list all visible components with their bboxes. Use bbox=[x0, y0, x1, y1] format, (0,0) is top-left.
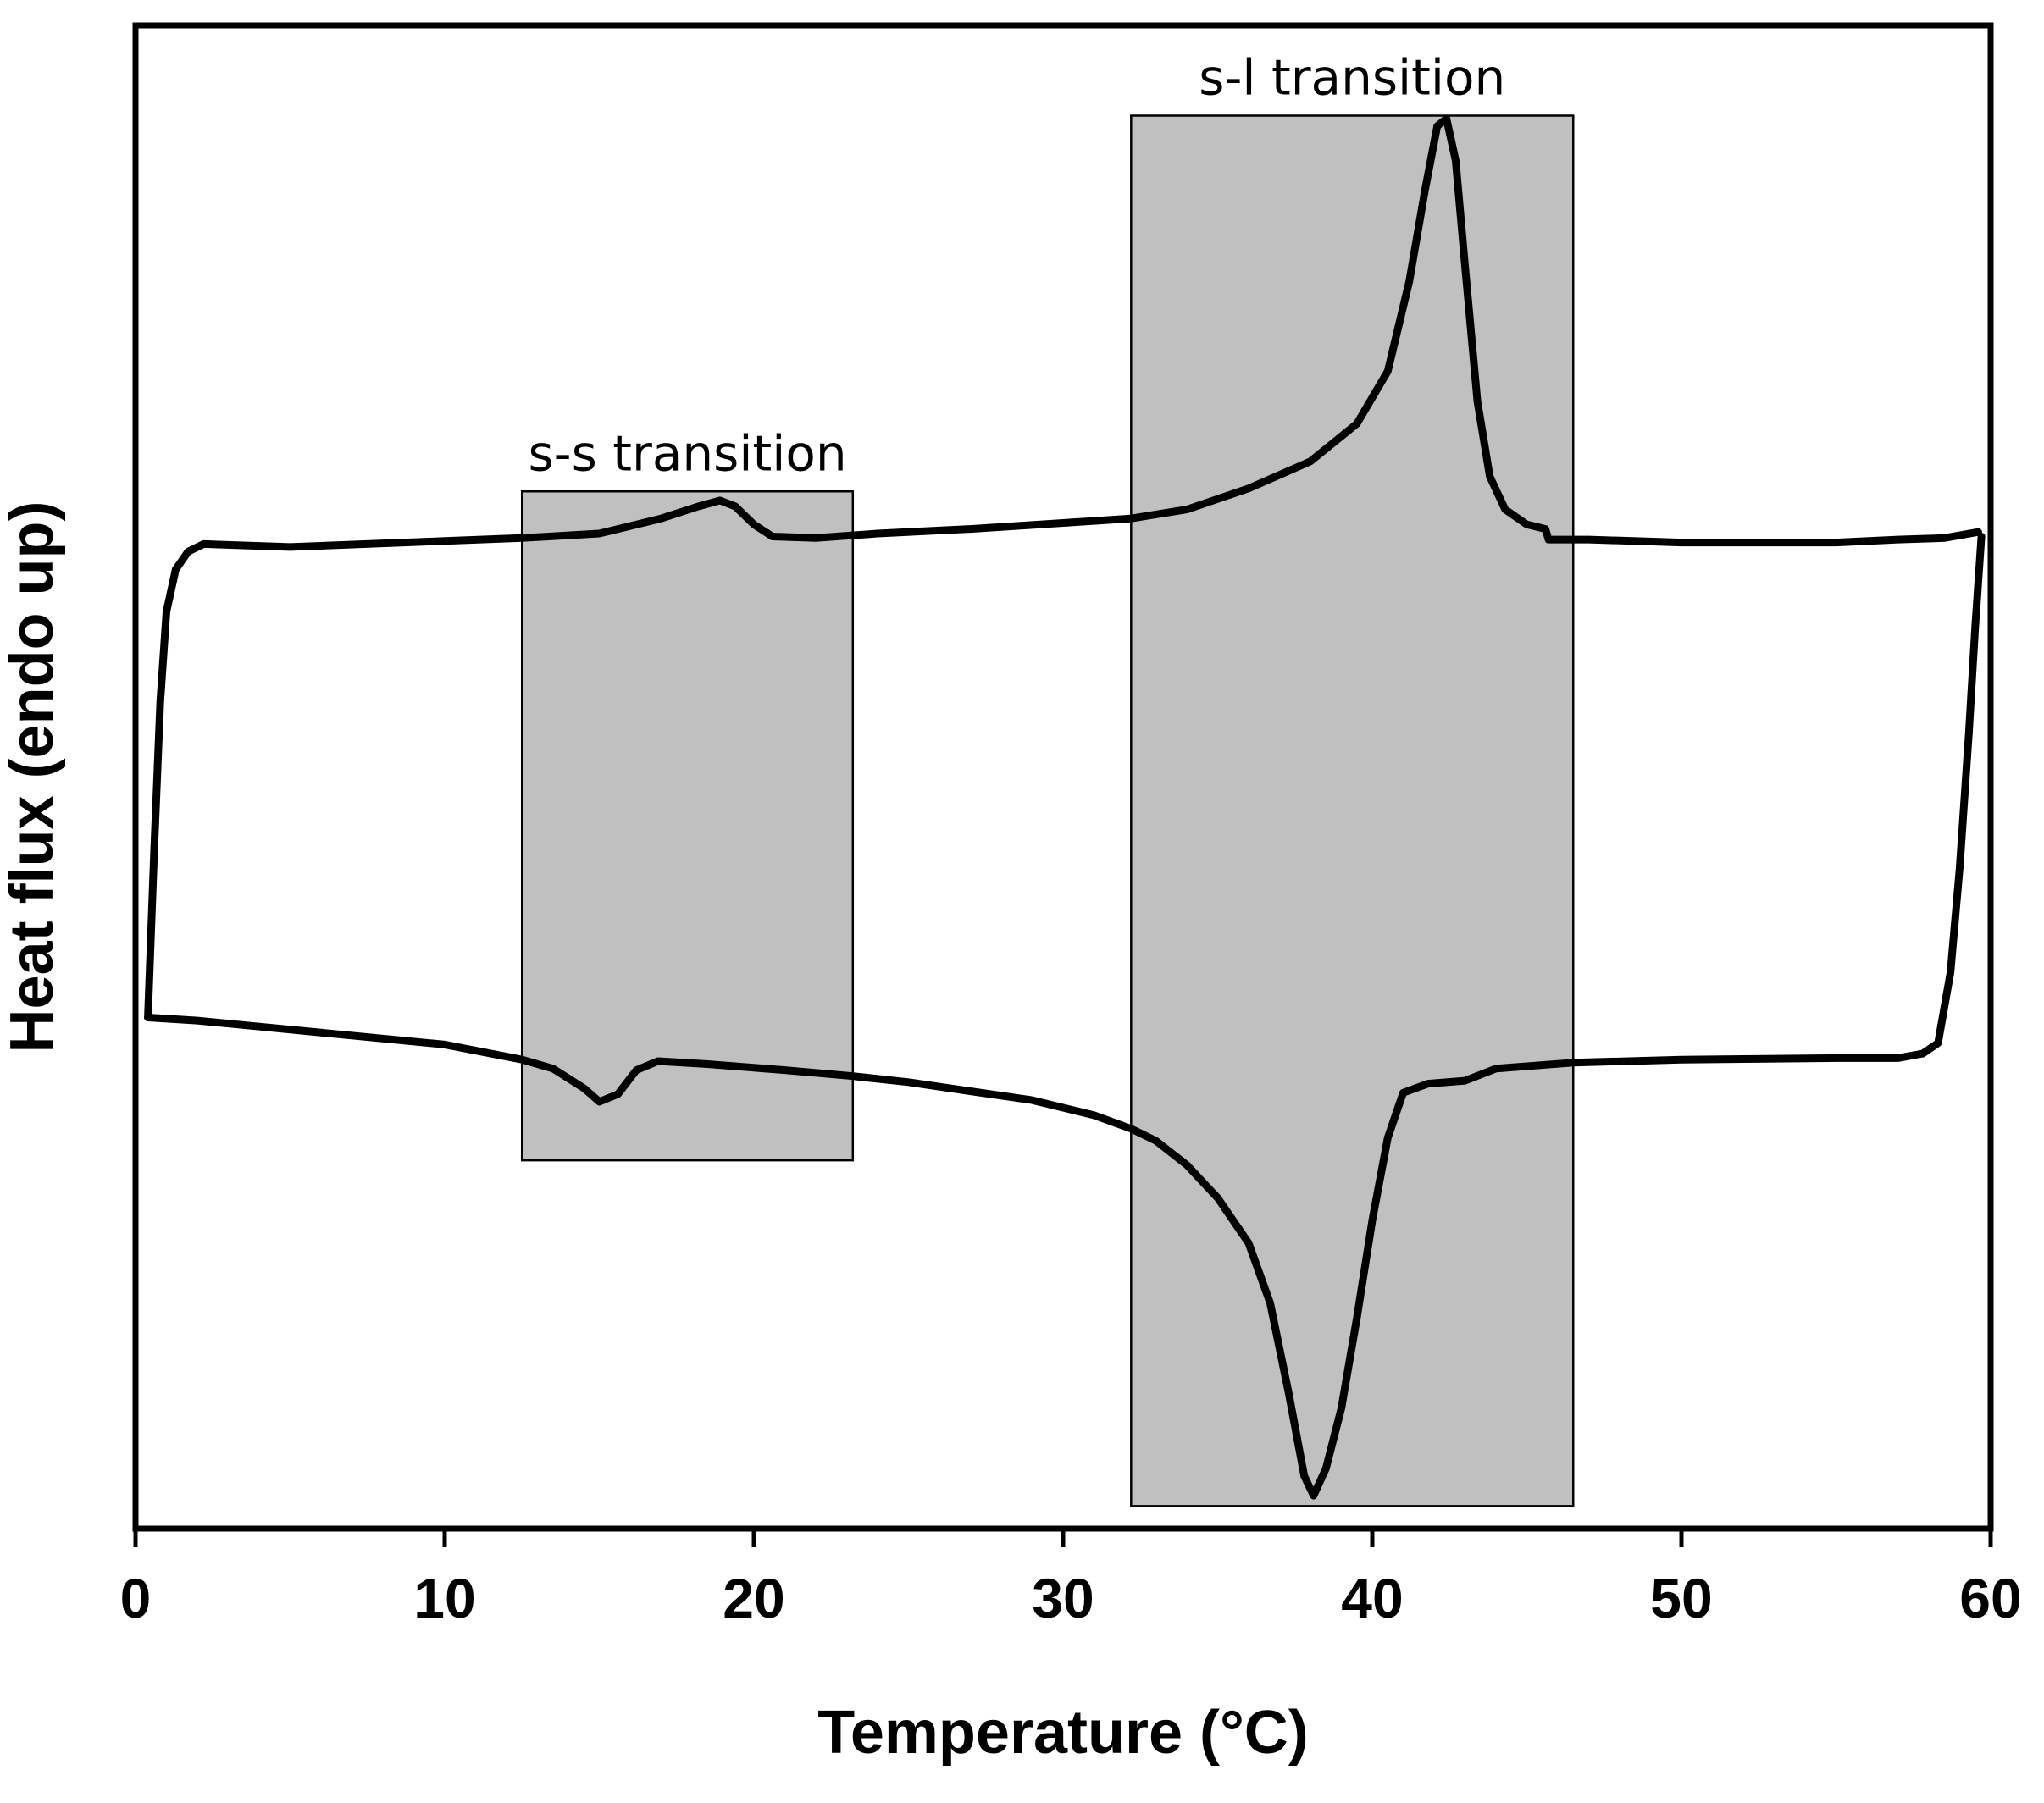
x-tick-label-0: 0 bbox=[120, 1567, 152, 1629]
transition-region-0 bbox=[521, 490, 855, 1162]
region-label-0: s-s transition bbox=[528, 424, 846, 482]
x-axis-ticks: 0 10 20 30 40 50 60 bbox=[120, 1529, 2022, 1629]
plot-frame bbox=[132, 22, 1994, 1532]
x-tick-label-30: 30 bbox=[1032, 1567, 1094, 1629]
data-series bbox=[144, 114, 1986, 1500]
region-labels: s-s transition s-l transition bbox=[528, 49, 1505, 483]
transition-regions bbox=[521, 114, 1575, 1507]
x-tick-label-50: 50 bbox=[1650, 1567, 1712, 1629]
x-tick-label-20: 20 bbox=[723, 1567, 784, 1629]
region-label-1: s-l transition bbox=[1199, 49, 1505, 107]
series-line-heating bbox=[144, 114, 1982, 1021]
x-tick-label-10: 10 bbox=[413, 1567, 475, 1629]
x-tick-label-60: 60 bbox=[1959, 1567, 2021, 1629]
transition-region-1 bbox=[1130, 114, 1575, 1507]
y-axis-title: Heat flux (endo up) bbox=[0, 501, 66, 1054]
x-axis-title: Temperature (°C) bbox=[817, 1699, 1309, 1767]
x-tick-label-40: 40 bbox=[1341, 1567, 1403, 1629]
series-line-cooling bbox=[144, 533, 1986, 1500]
